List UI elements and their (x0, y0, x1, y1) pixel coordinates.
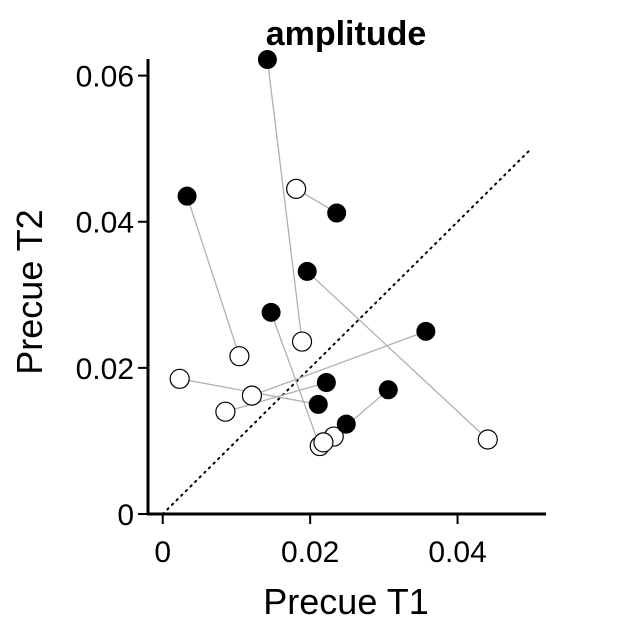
connector-line-3 (306, 270, 489, 440)
axes: 0 0.02 0.04 0 0.02 0.04 0.06 (76, 59, 546, 569)
filled-point-9 (336, 414, 356, 434)
connector-layer (179, 59, 489, 447)
y-axis-label: Precue T2 (9, 209, 50, 374)
identity-reference-line (161, 147, 533, 515)
filled-point-7 (308, 394, 328, 414)
open-point-2 (286, 178, 307, 199)
connector-line-0 (266, 59, 303, 342)
y-tick-label-2: 0.04 (76, 207, 134, 240)
connector-line-5 (251, 330, 427, 397)
y-tick-label-0: 0 (117, 499, 134, 532)
open-point-3 (477, 429, 498, 450)
point-layer (169, 50, 498, 457)
x-tick-label-0: 0 (154, 536, 171, 569)
filled-point-3 (297, 261, 317, 281)
open-point-9 (313, 432, 334, 453)
open-point-7 (169, 368, 190, 389)
x-tick-label-1: 0.02 (281, 536, 339, 569)
filled-point-2 (327, 203, 347, 223)
open-point-5 (241, 385, 263, 406)
y-tick-label-3: 0.06 (76, 61, 134, 94)
open-point-0 (291, 331, 313, 352)
open-point-1 (229, 346, 250, 367)
filled-point-8 (378, 380, 398, 400)
filled-point-4 (261, 302, 281, 322)
connector-line-1 (186, 195, 241, 357)
y-tick-label-1: 0.02 (76, 353, 134, 386)
x-axis-label: Precue T1 (263, 581, 428, 622)
chart-title: amplitude (266, 15, 427, 53)
reference-line-layer (161, 147, 533, 515)
filled-point-6 (316, 372, 336, 392)
filled-point-1 (177, 186, 197, 206)
filled-point-0 (257, 50, 277, 70)
filled-point-5 (416, 321, 436, 341)
x-tick-label-2: 0.04 (428, 536, 486, 569)
open-point-6 (215, 401, 236, 422)
